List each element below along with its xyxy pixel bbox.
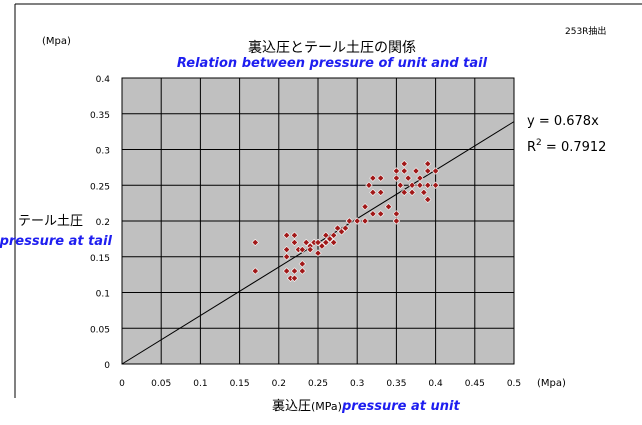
x-tick-label: 0 xyxy=(119,379,125,389)
x-tick-label: 0.1 xyxy=(193,379,207,389)
data-point xyxy=(392,167,401,175)
x-tick-label: 0.25 xyxy=(308,379,328,389)
data-point xyxy=(251,267,259,275)
data-point xyxy=(290,267,299,275)
data-point xyxy=(424,195,432,204)
data-point xyxy=(283,267,291,275)
data-point xyxy=(408,188,416,197)
data-point xyxy=(298,260,306,268)
data-point xyxy=(416,174,424,182)
data-point xyxy=(369,210,377,218)
y-tick-label: 0.3 xyxy=(96,147,110,157)
reference-code: 253R抽出 xyxy=(565,25,606,37)
plot-area: 0 0.05 0.1 0.15 0.2 0.25 0.3 0.35 0.4 0.45 0.5 0 0.0… xyxy=(90,75,521,389)
data-point xyxy=(377,174,385,182)
data-point xyxy=(400,167,408,175)
data-point xyxy=(420,188,428,197)
x-tick-label: 0.2 xyxy=(272,379,286,389)
y-axis-title-jp: テール土圧 xyxy=(18,214,83,229)
y-unit-label: (Mpa) xyxy=(42,36,71,47)
data-point xyxy=(283,231,291,239)
data-point xyxy=(337,228,346,236)
data-point xyxy=(326,235,334,243)
data-point xyxy=(396,181,404,189)
data-point xyxy=(298,245,306,254)
x-tick-label: 0.15 xyxy=(230,379,250,389)
data-point xyxy=(290,238,299,247)
data-point xyxy=(298,267,306,275)
data-point xyxy=(314,249,322,257)
data-point xyxy=(290,274,299,282)
y-tick-label: 0.15 xyxy=(90,254,110,264)
data-point xyxy=(330,231,338,239)
r-squared-value: R2 = 0.7912 xyxy=(527,138,606,155)
y-tick-label: 0.4 xyxy=(96,75,111,85)
data-point xyxy=(377,188,385,197)
data-point xyxy=(424,181,432,189)
data-point xyxy=(283,253,291,261)
data-point xyxy=(330,238,338,247)
data-point xyxy=(431,181,440,189)
y-axis-title-en: pressure at tail xyxy=(0,234,113,249)
data-point xyxy=(424,167,432,175)
data-point xyxy=(322,238,330,247)
data-point xyxy=(318,242,326,250)
data-point xyxy=(322,231,330,239)
chart-title-en: Relation between pressure of unit and ta… xyxy=(177,56,488,71)
data-point xyxy=(412,167,420,175)
data-point xyxy=(345,217,353,225)
data-point xyxy=(384,203,393,211)
x-axis-title: 裏込圧(MPa)pressure at unit xyxy=(272,399,460,414)
data-point xyxy=(290,231,299,239)
data-point xyxy=(400,160,408,168)
x-tick-label: 0.45 xyxy=(465,379,485,389)
data-point xyxy=(333,224,342,232)
data-point xyxy=(361,203,369,211)
x-unit-label: (Mpa) xyxy=(537,378,566,389)
data-point xyxy=(369,188,377,197)
y-tick-label: 0.25 xyxy=(90,182,110,192)
y-tick-label: 0.1 xyxy=(96,290,110,300)
trendline-equation: y = 0.678x xyxy=(527,114,599,129)
data-point xyxy=(424,160,432,168)
data-point xyxy=(302,238,310,247)
data-point xyxy=(408,181,416,189)
data-point xyxy=(369,174,377,182)
data-point xyxy=(341,224,350,232)
data-point xyxy=(392,174,401,182)
data-point xyxy=(365,181,373,189)
data-point xyxy=(400,188,408,197)
x-tick-label: 0.5 xyxy=(507,379,521,389)
data-point xyxy=(392,217,401,225)
data-point xyxy=(283,245,291,254)
data-point xyxy=(306,245,314,254)
data-point xyxy=(377,210,385,218)
data-point xyxy=(251,238,259,247)
y-tick-label: 0.2 xyxy=(96,218,110,228)
data-point xyxy=(416,181,424,189)
y-tick-label: 0.35 xyxy=(90,111,110,121)
x-tick-label: 0.3 xyxy=(350,379,364,389)
x-tick-label: 0.4 xyxy=(428,379,443,389)
x-tick-label: 0.35 xyxy=(386,379,406,389)
data-point xyxy=(404,174,412,182)
y-tick-label: 0.05 xyxy=(90,325,110,335)
data-point xyxy=(353,217,361,225)
data-point xyxy=(314,238,322,247)
chart-title-jp: 裏込圧とテール土圧の関係 xyxy=(248,39,416,56)
data-point xyxy=(361,217,369,225)
y-tick-label: 0 xyxy=(104,361,110,371)
data-point xyxy=(392,210,401,218)
data-point xyxy=(431,167,440,175)
x-tick-label: 0.05 xyxy=(151,379,171,389)
